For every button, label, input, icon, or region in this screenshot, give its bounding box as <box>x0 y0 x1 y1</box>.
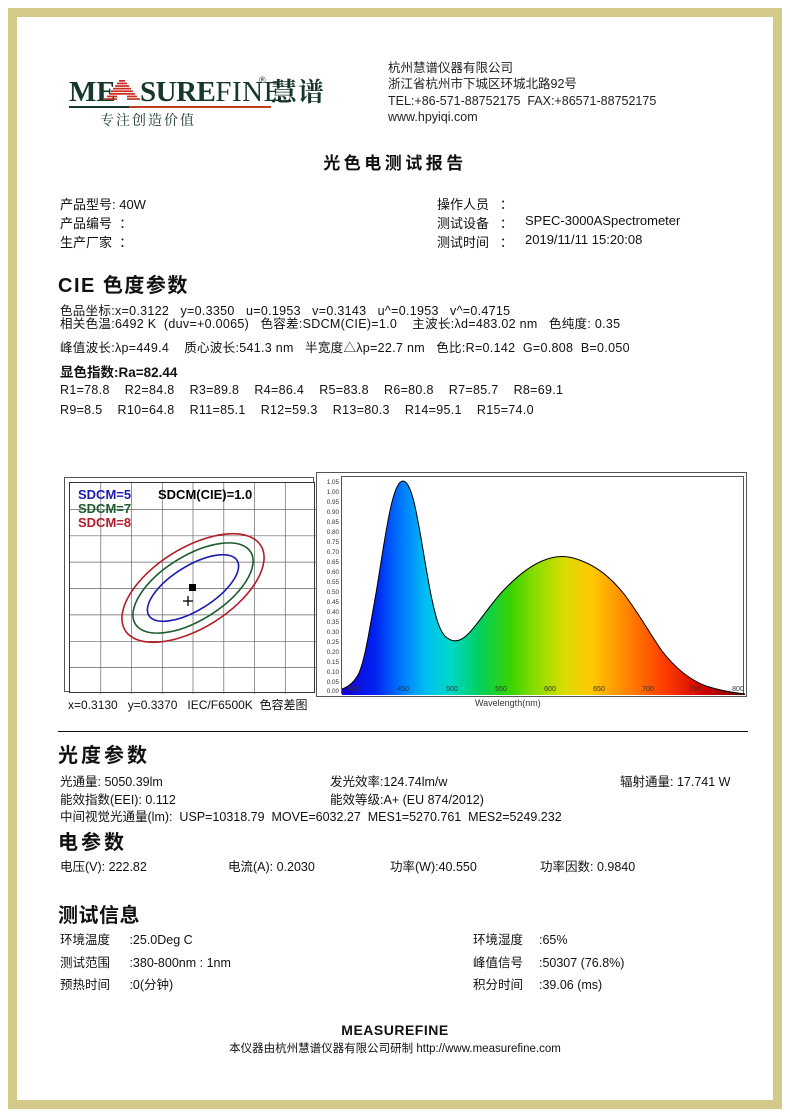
svg-text:600: 600 <box>544 686 556 693</box>
svg-text:0.00: 0.00 <box>327 688 340 695</box>
svg-text:0.20: 0.20 <box>327 649 340 656</box>
svg-text:0.25: 0.25 <box>327 639 340 646</box>
svg-text:450: 450 <box>397 686 409 693</box>
svg-text:0.15: 0.15 <box>327 659 340 666</box>
svg-text:1.05: 1.05 <box>327 479 340 486</box>
svg-text:0.35: 0.35 <box>327 619 340 626</box>
svg-text:0.05: 0.05 <box>327 679 340 686</box>
svg-text:0.70: 0.70 <box>327 549 340 556</box>
svg-text:0.85: 0.85 <box>327 519 340 526</box>
svg-text:SDCM=8: SDCM=8 <box>78 515 131 530</box>
svg-text:0.95: 0.95 <box>327 499 340 506</box>
svg-text:0.30: 0.30 <box>327 629 340 636</box>
svg-text:650: 650 <box>593 686 605 693</box>
svg-text:700: 700 <box>642 686 654 693</box>
svg-text:0.10: 0.10 <box>327 669 340 676</box>
svg-text:0.60: 0.60 <box>327 569 340 576</box>
svg-text:0.75: 0.75 <box>327 539 340 546</box>
svg-text:750: 750 <box>689 686 701 693</box>
svg-text:500: 500 <box>446 686 458 693</box>
svg-text:550: 550 <box>495 686 507 693</box>
svg-text:SDCM=7: SDCM=7 <box>78 501 131 516</box>
svg-text:0.40: 0.40 <box>327 609 340 616</box>
svg-text:0.80: 0.80 <box>327 529 340 536</box>
svg-text:SDCM(CIE)=1.0: SDCM(CIE)=1.0 <box>158 487 252 502</box>
svg-text:400: 400 <box>348 686 360 693</box>
svg-text:0.90: 0.90 <box>327 509 340 516</box>
svg-text:0.50: 0.50 <box>327 589 340 596</box>
svg-text:0.45: 0.45 <box>327 599 340 606</box>
svg-text:0.65: 0.65 <box>327 559 340 566</box>
svg-text:1.00: 1.00 <box>327 489 340 496</box>
svg-text:SDCM=5: SDCM=5 <box>78 487 131 502</box>
svg-text:800: 800 <box>732 686 744 693</box>
svg-text:0.55: 0.55 <box>327 579 340 586</box>
